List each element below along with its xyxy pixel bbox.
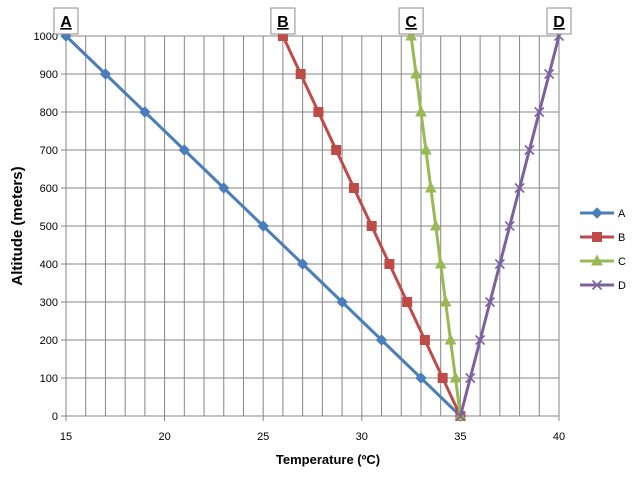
y-tick-label: 300 xyxy=(40,297,58,309)
series-d-point xyxy=(534,106,545,118)
series-d-point xyxy=(504,220,515,232)
series-d-point xyxy=(494,258,505,270)
y-tick-label: 600 xyxy=(40,183,58,195)
callout-b: B xyxy=(270,7,296,35)
series-b-point xyxy=(295,69,306,79)
series-b-point xyxy=(419,335,430,345)
series-a-point xyxy=(178,144,191,156)
series-d-point xyxy=(475,334,486,346)
series-a-point xyxy=(336,296,348,308)
series-c-point xyxy=(415,105,427,117)
series-a-point xyxy=(99,68,112,80)
callout-c-label: C xyxy=(405,14,417,31)
callout-a: A xyxy=(53,7,79,35)
y-tick-label: 700 xyxy=(40,145,58,157)
series-b-point xyxy=(313,107,324,117)
legend-item-d: D xyxy=(580,279,626,292)
series-d-point xyxy=(455,410,466,422)
callout-c-box xyxy=(398,7,424,35)
legend-item-c: C xyxy=(580,254,626,268)
series-a-point xyxy=(375,334,388,346)
y-tick-label: 900 xyxy=(40,69,58,81)
series-d-point xyxy=(484,296,496,308)
y-tick-label: 200 xyxy=(40,335,58,347)
axis-ticks: 0 100 200 300 400 500 600 700 800 900 1000 15 20 25 30… xyxy=(34,31,566,443)
callout-a-label: A xyxy=(60,14,72,31)
callout-d: D xyxy=(546,7,572,35)
legend-label: A xyxy=(618,208,626,220)
series-b-point xyxy=(402,297,413,307)
legend-swatch-marker xyxy=(591,207,603,219)
x-tick-label: 25 xyxy=(257,431,269,443)
series-d xyxy=(455,30,565,422)
y-tick-label: 100 xyxy=(40,373,58,385)
series-b-point xyxy=(366,221,377,231)
series-d-point xyxy=(514,182,525,194)
series-b-point xyxy=(384,259,395,269)
legend-swatch-marker xyxy=(591,279,603,291)
x-tick-label: 30 xyxy=(356,431,368,443)
y-axis-title: Altitude (meters) xyxy=(9,166,26,285)
series-d-point xyxy=(465,372,476,384)
series-c-point xyxy=(405,29,417,41)
series-a-point xyxy=(139,106,151,118)
y-tick-label: 800 xyxy=(40,107,58,119)
legend-swatch-marker xyxy=(591,254,603,266)
y-tick-label: 1000 xyxy=(34,31,58,43)
series-b-point xyxy=(331,145,342,155)
x-tick-label: 20 xyxy=(158,431,170,443)
series-c-point xyxy=(424,181,437,193)
callout-c: C xyxy=(398,7,424,35)
series-a-point xyxy=(296,258,309,270)
legend-item-b: B xyxy=(580,232,625,244)
callout-labels: A B C D xyxy=(53,7,572,35)
series-c-point xyxy=(420,143,432,155)
callout-b-box xyxy=(270,7,296,35)
x-tick-label: 35 xyxy=(454,431,466,443)
legend-label: C xyxy=(618,256,626,268)
legend-label: D xyxy=(618,280,626,292)
series-a-point xyxy=(218,182,230,194)
y-tick-label: 400 xyxy=(40,259,58,271)
series-d-point xyxy=(524,144,535,156)
callout-d-label: D xyxy=(553,14,565,31)
series-b-point xyxy=(437,373,448,383)
legend-label: B xyxy=(618,232,625,244)
series-b-point xyxy=(348,183,359,193)
series-c-point xyxy=(429,219,442,231)
y-tick-label: 0 xyxy=(52,411,58,423)
callout-a-box xyxy=(53,7,79,35)
series-a-point xyxy=(257,220,269,232)
x-axis-title: Temperature (ºC) xyxy=(276,452,380,467)
x-tick-label: 15 xyxy=(60,431,72,443)
callout-b-label: B xyxy=(277,14,289,31)
legend-item-a: A xyxy=(580,207,626,220)
series-d-point xyxy=(544,68,555,80)
legend-swatch-marker xyxy=(592,232,602,242)
y-tick-label: 500 xyxy=(40,221,58,233)
series-c-point xyxy=(439,295,452,307)
series-c-point xyxy=(410,67,422,79)
series-c-point xyxy=(444,333,457,345)
x-tick-label: 40 xyxy=(553,431,565,443)
callout-d-box xyxy=(546,7,572,35)
series-c-point xyxy=(449,371,462,383)
series-c-point xyxy=(434,257,447,269)
series-layer xyxy=(60,29,565,422)
series-a-point xyxy=(415,372,427,384)
